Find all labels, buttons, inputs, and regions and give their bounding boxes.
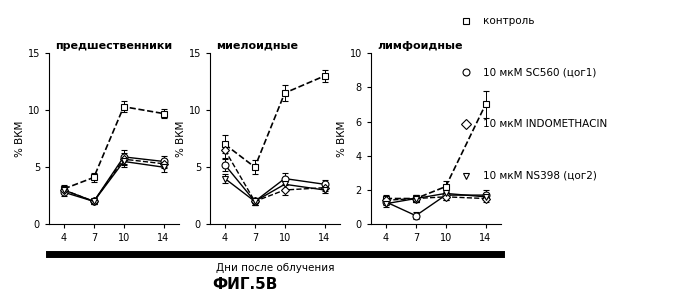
Text: миелоидные: миелоидные <box>216 41 298 51</box>
Text: ФИГ.5В: ФИГ.5В <box>212 277 278 292</box>
Text: предшественники: предшественники <box>55 41 173 51</box>
Text: 10 мкМ NS398 (цог2): 10 мкМ NS398 (цог2) <box>483 171 597 181</box>
Text: контроль: контроль <box>483 16 535 26</box>
Y-axis label: % ВКМ: % ВКМ <box>337 120 347 157</box>
Text: 10 мкМ SC560 (цог1): 10 мкМ SC560 (цог1) <box>483 67 596 77</box>
Text: Дни после облучения: Дни после облучения <box>216 263 334 273</box>
Text: 10 мкМ INDOMETHACIN: 10 мкМ INDOMETHACIN <box>483 119 608 129</box>
Text: лимфоидные: лимфоидные <box>377 41 463 51</box>
Y-axis label: % ВКМ: % ВКМ <box>176 120 186 157</box>
Y-axis label: % ВКМ: % ВКМ <box>15 120 24 157</box>
